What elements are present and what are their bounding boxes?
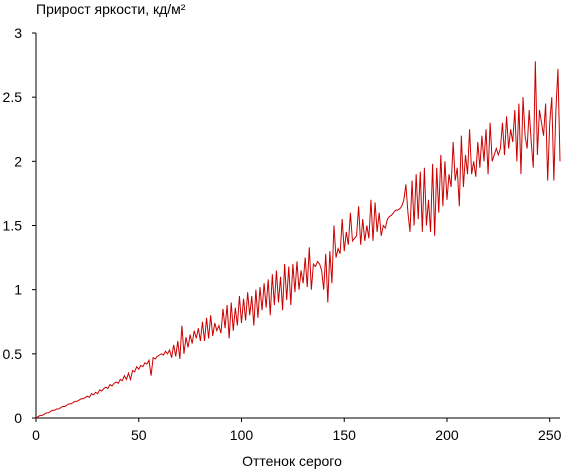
x-axis-label: Оттенок серого	[242, 453, 342, 469]
y-tick-label: 1.5	[3, 218, 23, 234]
data-line	[35, 61, 561, 419]
x-tick-label: 100	[230, 427, 254, 443]
y-tick-label: 2	[14, 153, 22, 169]
y-tick-label: 0.5	[3, 346, 23, 362]
x-tick-label: 150	[333, 427, 357, 443]
x-tick-label: 50	[131, 427, 147, 443]
x-tick-label: 200	[435, 427, 459, 443]
y-tick-label: 2.5	[3, 89, 23, 105]
chart-title: Прирост яркости, кд/м²	[36, 1, 186, 17]
y-tick-label: 0	[14, 410, 22, 426]
y-tick-label: 1	[14, 282, 22, 298]
y-tick-label: 3	[14, 25, 22, 41]
x-tick-label: 0	[32, 427, 40, 443]
x-tick-label: 250	[538, 427, 561, 443]
